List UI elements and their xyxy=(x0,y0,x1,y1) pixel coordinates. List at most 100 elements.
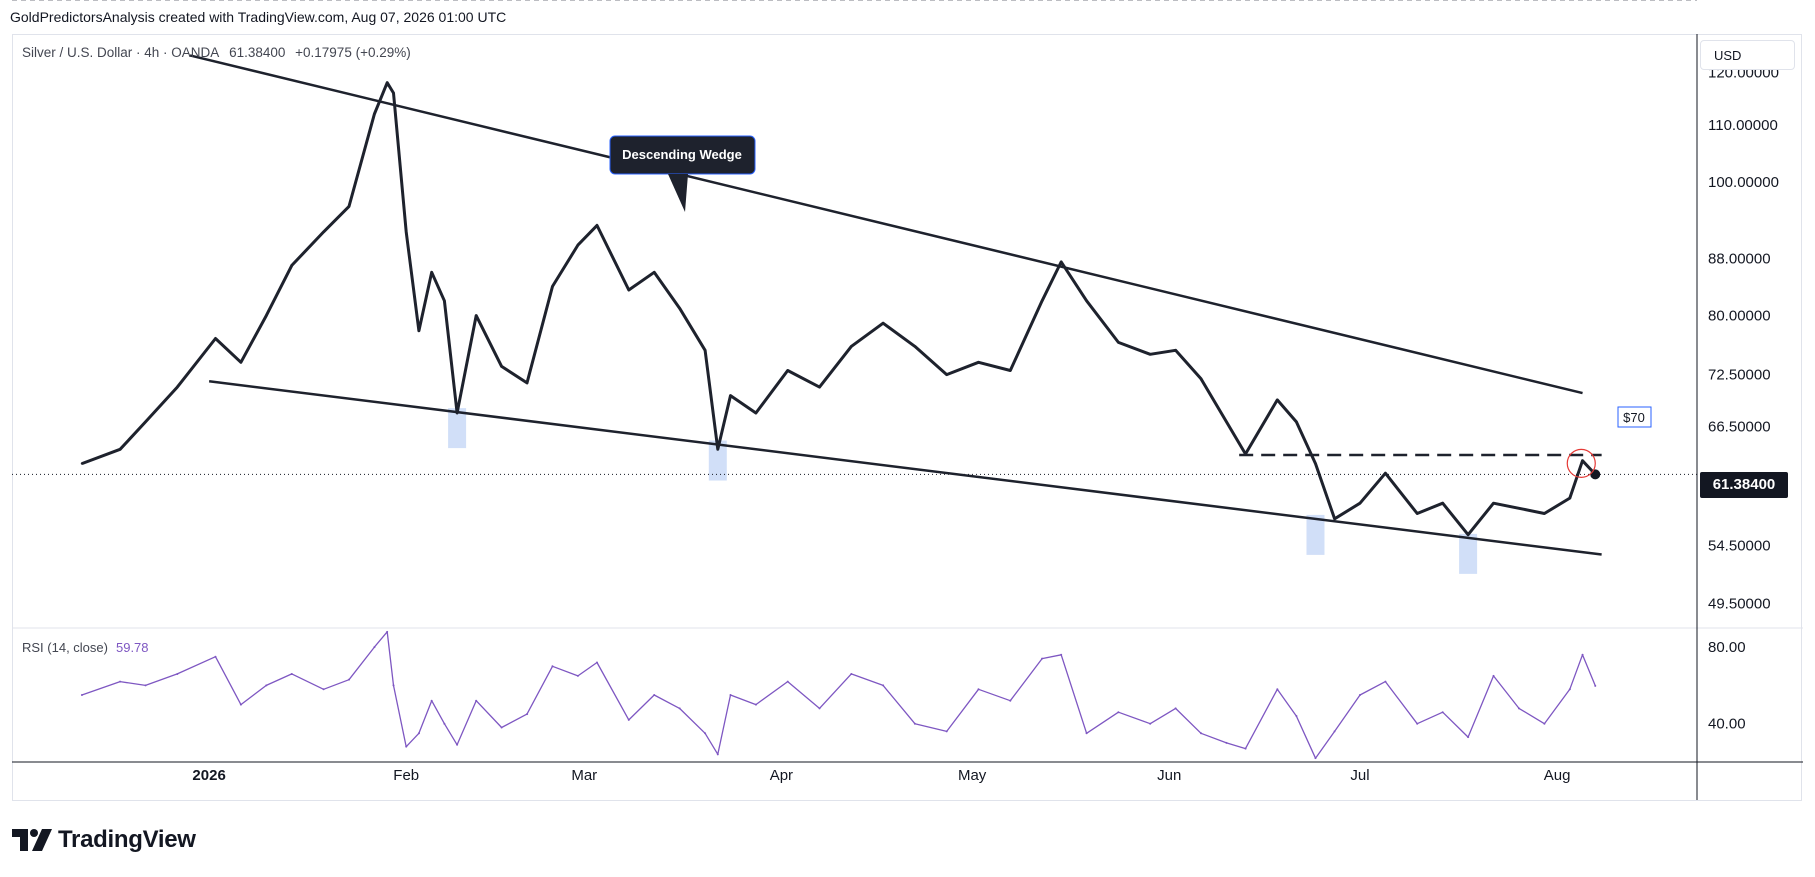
rsi-point xyxy=(322,688,325,691)
price-point xyxy=(627,288,630,292)
price-point xyxy=(214,337,217,340)
price-point xyxy=(945,373,948,376)
rsi-point xyxy=(1009,699,1012,702)
rsi-point xyxy=(1244,747,1247,750)
price-point xyxy=(1384,472,1387,475)
price-point xyxy=(443,299,446,303)
support-touch-highlight xyxy=(1459,533,1478,574)
currency-button[interactable]: USD xyxy=(1700,40,1795,70)
price-point xyxy=(595,224,599,227)
time-tick-label: Aug xyxy=(1544,767,1571,784)
price-point xyxy=(1295,420,1298,424)
rsi-point xyxy=(1594,684,1597,687)
rsi-point xyxy=(1085,732,1088,735)
rsi-point xyxy=(595,661,598,664)
rsi-point xyxy=(392,684,395,687)
price-point xyxy=(1466,533,1470,536)
rsi-point xyxy=(716,753,719,756)
rsi-point xyxy=(430,699,433,702)
price-point xyxy=(1314,462,1317,465)
rsi-point xyxy=(977,688,980,691)
time-tick-label: Jun xyxy=(1157,767,1181,784)
rsi-label: RSI (14, close) xyxy=(22,640,108,655)
rsi-point xyxy=(1200,732,1203,735)
rsi-point xyxy=(176,672,179,675)
rsi-point xyxy=(456,743,459,746)
price-point xyxy=(551,285,554,288)
price-point xyxy=(1174,349,1177,352)
rsi-point xyxy=(526,713,529,716)
price-point xyxy=(144,420,147,424)
price-point xyxy=(455,411,459,415)
price-point xyxy=(977,361,980,364)
rsi-point xyxy=(1333,730,1336,733)
price-point xyxy=(1276,398,1279,402)
chart-caption: GoldPredictorsAnalysis created with Trad… xyxy=(10,9,507,25)
price-tick-label: 110.00000 xyxy=(1708,117,1778,134)
price-point xyxy=(729,394,732,397)
rsi-point xyxy=(882,684,885,687)
rsi-point xyxy=(1314,757,1317,760)
price-point xyxy=(1199,377,1203,380)
rsi-series-line[interactable] xyxy=(81,631,1596,759)
rsi-point xyxy=(653,694,656,696)
price-point xyxy=(678,306,681,310)
rsi-point xyxy=(1568,688,1571,691)
time-tick-label: May xyxy=(958,767,987,784)
rsi-point xyxy=(405,745,408,748)
price-point xyxy=(716,448,719,451)
target-text: $70 xyxy=(1623,410,1645,425)
callout-text: Descending Wedge xyxy=(622,147,742,162)
target-label[interactable]: $70 xyxy=(1617,406,1652,428)
price-series-line[interactable] xyxy=(81,81,1597,537)
rsi-point xyxy=(576,674,579,677)
rsi-point xyxy=(417,732,420,735)
rsi-value: 59.78 xyxy=(115,640,149,655)
rsi-point xyxy=(627,718,630,721)
rsi-point xyxy=(1149,722,1152,725)
time-tick-label: Mar xyxy=(571,767,597,784)
rsi-tick-label: 80.00 xyxy=(1708,639,1746,656)
rsi-point xyxy=(1359,694,1361,696)
price-change: +0.17975 (+0.29%) xyxy=(295,45,411,60)
price-point xyxy=(703,349,707,352)
callout-pointer xyxy=(668,174,688,212)
rsi-point xyxy=(214,655,217,658)
price-point xyxy=(347,205,351,208)
wedge-trendline[interactable] xyxy=(189,54,1583,395)
price-point xyxy=(754,411,758,415)
price-point xyxy=(239,361,243,364)
brand-name: TradingView xyxy=(58,826,196,853)
descending-wedge-callout[interactable]: Descending Wedge xyxy=(609,135,756,212)
tradingview-logo-icon xyxy=(12,829,52,851)
time-tick-label: Feb xyxy=(393,767,419,784)
price-tick-label: 100.00000 xyxy=(1708,174,1779,191)
symbol-legend[interactable]: Silver / U.S. Dollar · 4h · OANDA 61.384… xyxy=(22,45,417,60)
wedge-trendline[interactable] xyxy=(208,380,1602,556)
price-point xyxy=(1543,512,1546,515)
rsi-point xyxy=(1543,722,1546,725)
tradingview-logo[interactable]: TradingView xyxy=(12,826,196,854)
price-point xyxy=(1492,501,1495,505)
last-price-tag: 61.38400 xyxy=(1700,472,1788,498)
support-touch-highlight xyxy=(1306,514,1325,555)
rsi-point xyxy=(1517,707,1520,710)
rsi-point xyxy=(1384,680,1387,683)
price-tick-label: 66.50000 xyxy=(1708,418,1771,435)
rsi-point xyxy=(818,707,821,710)
target-box xyxy=(1617,406,1652,428)
rsi-legend[interactable]: RSI (14, close) 59.78 xyxy=(22,640,149,655)
rsi-point xyxy=(945,730,948,733)
rsi-point xyxy=(290,672,293,675)
rsi-point xyxy=(1467,736,1470,739)
rsi-point xyxy=(348,678,350,681)
rsi-point xyxy=(1441,711,1444,714)
rsi-point xyxy=(754,703,757,706)
price-point xyxy=(322,230,325,234)
price-point xyxy=(1117,341,1120,344)
price-tick-label: 54.50000 xyxy=(1708,538,1771,555)
price-point xyxy=(1085,299,1088,303)
price-point xyxy=(1517,507,1521,510)
breakout-circle[interactable] xyxy=(1566,448,1596,478)
